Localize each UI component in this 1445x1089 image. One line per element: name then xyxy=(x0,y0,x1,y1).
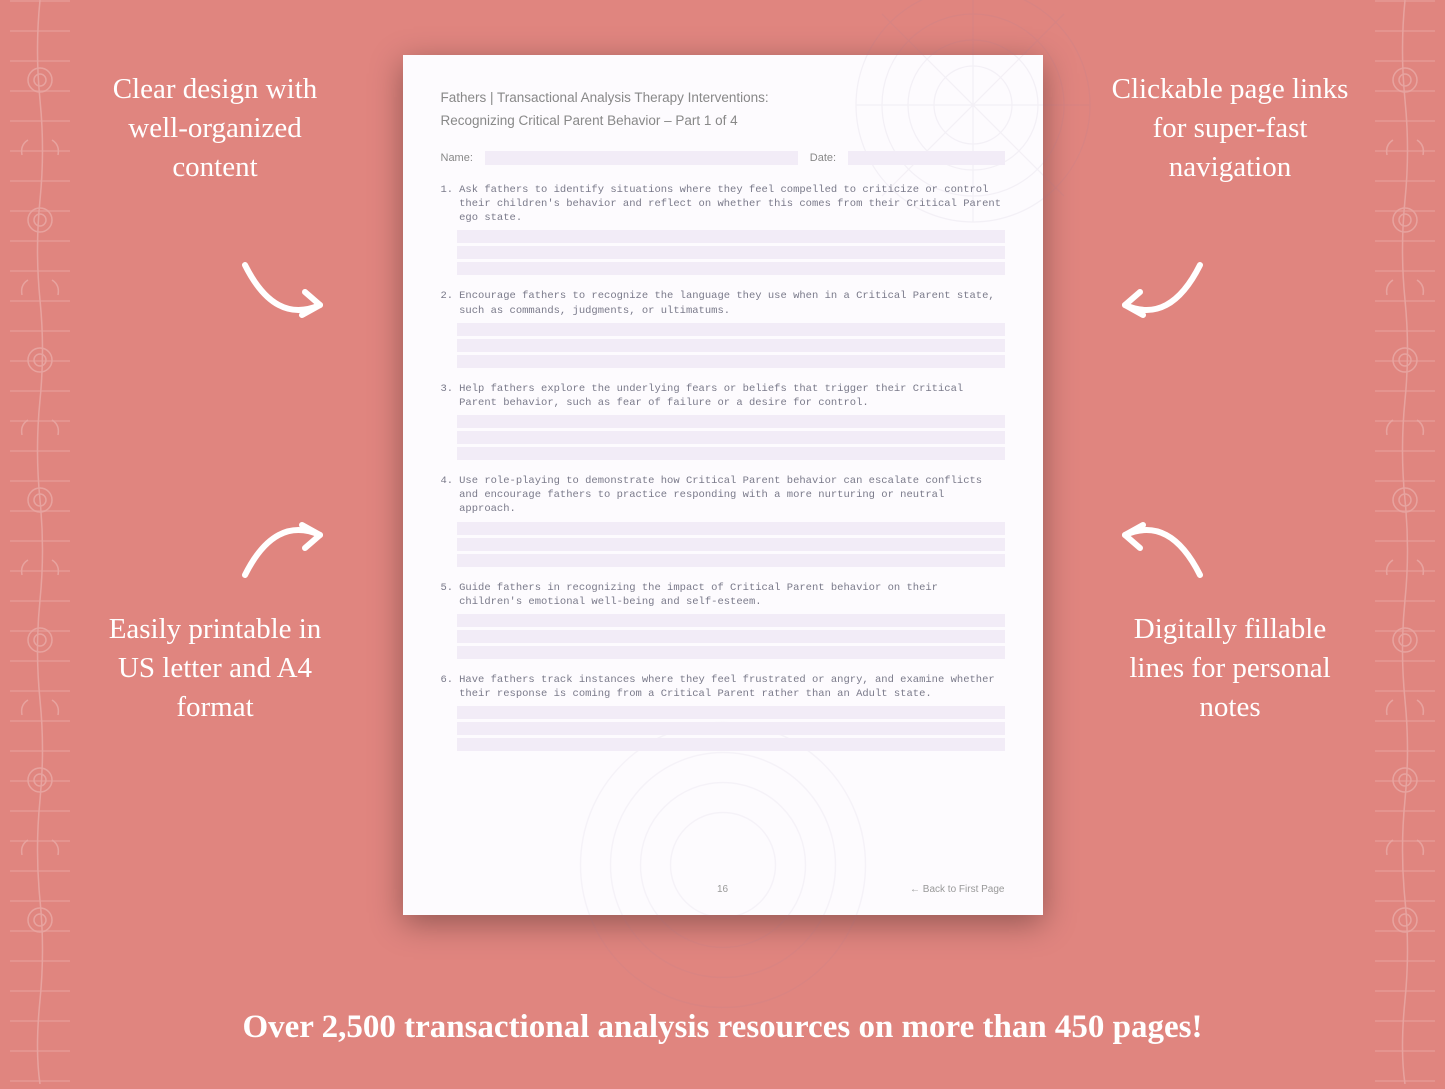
header-line-1: Fathers | Transactional Analysis Therapy… xyxy=(441,87,1005,110)
back-to-first-link[interactable]: ← Back to First Page xyxy=(910,884,1004,895)
callout-top-left: Clear design with well-organized content xyxy=(90,70,340,187)
fill-line[interactable] xyxy=(457,538,1005,551)
item-fill-lines xyxy=(457,323,1005,368)
fill-line[interactable] xyxy=(457,230,1005,243)
name-date-row: Name: Date: xyxy=(441,151,1005,165)
item-text: 5.Guide fathers in recognizing the impac… xyxy=(441,581,1005,609)
page-footer: 16 ← Back to First Page xyxy=(441,884,1005,895)
fill-line[interactable] xyxy=(457,722,1005,735)
item-text: 4.Use role-playing to demonstrate how Cr… xyxy=(441,474,1005,517)
item-prompt: Have fathers track instances where they … xyxy=(459,673,1004,701)
fill-line[interactable] xyxy=(457,630,1005,643)
page-number: 16 xyxy=(717,884,728,895)
item-number: 1. xyxy=(441,183,454,226)
fill-line[interactable] xyxy=(457,246,1005,259)
item-fill-lines xyxy=(457,415,1005,460)
date-label: Date: xyxy=(810,152,836,164)
floral-border-right xyxy=(1375,0,1435,1084)
item-number: 4. xyxy=(441,474,454,517)
items-list: 1.Ask fathers to identify situations whe… xyxy=(441,183,1005,751)
item-number: 6. xyxy=(441,673,454,701)
fill-line[interactable] xyxy=(457,738,1005,751)
fill-line[interactable] xyxy=(457,646,1005,659)
worksheet-item: 1.Ask fathers to identify situations whe… xyxy=(441,183,1005,276)
document-page: Fathers | Transactional Analysis Therapy… xyxy=(403,55,1043,915)
item-fill-lines xyxy=(457,522,1005,567)
fill-line[interactable] xyxy=(457,447,1005,460)
fill-line[interactable] xyxy=(457,415,1005,428)
fill-line[interactable] xyxy=(457,355,1005,368)
arrow-bottom-right-icon xyxy=(1115,490,1215,590)
fill-line[interactable] xyxy=(457,431,1005,444)
callout-bottom-right: Digitally fillable lines for personal no… xyxy=(1105,610,1355,727)
arrow-bottom-left-icon xyxy=(230,490,330,590)
callout-top-right: Clickable page links for super-fast navi… xyxy=(1105,70,1355,187)
bottom-banner: Over 2,500 transactional analysis resour… xyxy=(0,1009,1445,1046)
fill-line[interactable] xyxy=(457,706,1005,719)
worksheet-item: 5.Guide fathers in recognizing the impac… xyxy=(441,581,1005,659)
worksheet-item: 2.Encourage fathers to recognize the lan… xyxy=(441,289,1005,367)
item-text: 2.Encourage fathers to recognize the lan… xyxy=(441,289,1005,317)
worksheet-item: 3.Help fathers explore the underlying fe… xyxy=(441,382,1005,460)
date-field[interactable] xyxy=(848,151,1004,165)
item-number: 5. xyxy=(441,581,454,609)
header-line-2: Recognizing Critical Parent Behavior – P… xyxy=(441,110,1005,133)
item-fill-lines xyxy=(457,230,1005,275)
fill-line[interactable] xyxy=(457,262,1005,275)
arrow-top-right-icon xyxy=(1115,250,1215,350)
item-prompt: Guide fathers in recognizing the impact … xyxy=(459,581,1004,609)
name-label: Name: xyxy=(441,152,473,164)
fill-line[interactable] xyxy=(457,339,1005,352)
fill-line[interactable] xyxy=(457,554,1005,567)
item-prompt: Encourage fathers to recognize the langu… xyxy=(459,289,1004,317)
floral-border-left xyxy=(10,0,70,1084)
item-fill-lines xyxy=(457,706,1005,751)
fill-line[interactable] xyxy=(457,614,1005,627)
arrow-top-left-icon xyxy=(230,250,330,350)
fill-line[interactable] xyxy=(457,323,1005,336)
floral-pattern-icon xyxy=(1375,0,1435,1084)
item-text: 1.Ask fathers to identify situations whe… xyxy=(441,183,1005,226)
page-header: Fathers | Transactional Analysis Therapy… xyxy=(441,87,1005,133)
mandala-decoration-bottom-icon xyxy=(573,715,873,1015)
item-text: 6.Have fathers track instances where the… xyxy=(441,673,1005,701)
name-field[interactable] xyxy=(485,151,798,165)
item-fill-lines xyxy=(457,614,1005,659)
item-prompt: Use role-playing to demonstrate how Crit… xyxy=(459,474,1004,517)
floral-pattern-icon xyxy=(10,0,70,1084)
item-number: 2. xyxy=(441,289,454,317)
callout-bottom-left: Easily printable in US letter and A4 for… xyxy=(90,610,340,727)
item-prompt: Ask fathers to identify situations where… xyxy=(459,183,1004,226)
item-prompt: Help fathers explore the underlying fear… xyxy=(459,382,1004,410)
item-number: 3. xyxy=(441,382,454,410)
item-text: 3.Help fathers explore the underlying fe… xyxy=(441,382,1005,410)
fill-line[interactable] xyxy=(457,522,1005,535)
worksheet-item: 6.Have fathers track instances where the… xyxy=(441,673,1005,751)
worksheet-item: 4.Use role-playing to demonstrate how Cr… xyxy=(441,474,1005,567)
